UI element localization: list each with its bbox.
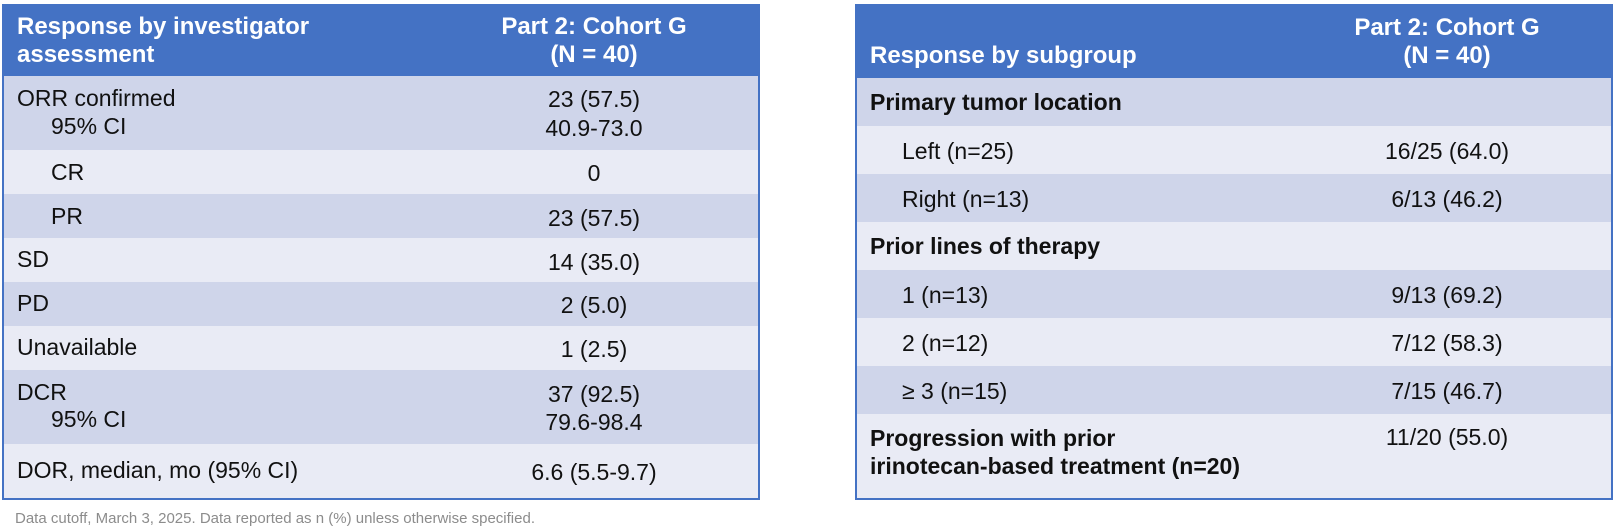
row-value: 7/12 (58.3) [1391, 330, 1503, 356]
row-label: DCR [17, 379, 67, 405]
table-row: Left (n=25) 16/25 (64.0) [857, 126, 1611, 174]
row-value: 2 (5.0) [560, 292, 628, 318]
row-value: 0 [587, 160, 601, 186]
footnote: Data cutoff, March 3, 2025. Data reporte… [15, 510, 535, 527]
subgroup-response-table: Response by subgroup Part 2: Cohort G (N… [855, 4, 1613, 500]
row-label: DOR, median, mo (95% CI) [17, 457, 299, 483]
table-row: PR 23 (57.5) [4, 194, 758, 238]
header-column-line2: (N = 40) [1403, 42, 1491, 69]
table-row: CR 0 [4, 150, 758, 194]
row-label: Right (n=13) [902, 186, 1030, 212]
table-row: DCR 95% CI 37 (92.5) 79.6-98.4 [4, 370, 758, 444]
group-heading-line2: irinotecan-based treatment (n=20) [870, 453, 1241, 479]
row-value: 16/25 (64.0) [1384, 138, 1510, 164]
row-sublabel: 95% CI [51, 113, 127, 139]
row-value: 1 (2.5) [560, 336, 628, 362]
table-row: 2 (n=12) 7/12 (58.3) [857, 318, 1611, 366]
row-label: Left (n=25) [902, 138, 1014, 164]
row-label: CR [51, 159, 85, 185]
header-column-line1: Part 2: Cohort G [501, 13, 687, 40]
row-label: ORR confirmed [17, 85, 176, 111]
row-value: 6/13 (46.2) [1391, 186, 1503, 212]
row-value: 23 (57.5) [547, 86, 641, 112]
group-heading: Prior lines of therapy [870, 233, 1101, 259]
table-row: Progression with prior irinotecan-based … [857, 414, 1611, 498]
header-column: Part 2: Cohort G (N = 40) [1282, 14, 1612, 70]
row-label: 2 (n=12) [902, 330, 989, 356]
group-heading-line1: Progression with prior [870, 425, 1116, 451]
row-value: 23 (57.5) [547, 205, 641, 231]
table-row: Right (n=13) 6/13 (46.2) [857, 174, 1611, 222]
table-row: DOR, median, mo (95% CI) 6.6 (5.5-9.7) [4, 444, 758, 498]
table-header: Response by investigator assessment Part… [4, 6, 758, 76]
table-row: ORR confirmed 95% CI 23 (57.5) 40.9-73.0 [4, 76, 758, 150]
header-label-line1: Response by investigator [17, 13, 310, 40]
header-column: Part 2: Cohort G (N = 40) [424, 13, 764, 69]
row-value: 7/15 (46.7) [1391, 378, 1503, 404]
row-label: 1 (n=13) [902, 282, 989, 308]
header-label: Response by subgroup [870, 42, 1137, 69]
header-label-line2: assessment [17, 41, 155, 68]
row-subvalue: 40.9-73.0 [545, 115, 643, 141]
table-row: Unavailable 1 (2.5) [4, 326, 758, 370]
group-heading: Primary tumor location [870, 89, 1122, 115]
table-row: Prior lines of therapy [857, 222, 1611, 270]
header-column-line2: (N = 40) [550, 41, 638, 68]
row-value: 6.6 (5.5-9.7) [531, 459, 657, 485]
row-label: SD [17, 246, 49, 272]
table-row: Primary tumor location [857, 78, 1611, 126]
row-value: 11/20 (55.0) [1385, 424, 1509, 450]
row-value: 14 (35.0) [547, 249, 641, 275]
row-label: PR [51, 203, 83, 229]
row-sublabel: 95% CI [51, 406, 127, 432]
table-header: Response by subgroup Part 2: Cohort G (N… [857, 6, 1611, 78]
table-row: PD 2 (5.0) [4, 282, 758, 326]
row-value: 37 (92.5) [547, 381, 641, 407]
header-label: Response by investigator assessment [17, 13, 309, 69]
row-label: Unavailable [17, 334, 138, 360]
row-subvalue: 79.6-98.4 [545, 409, 643, 435]
group-heading: Progression with prior irinotecan-based … [870, 424, 1240, 480]
row-label: ≥ 3 (n=15) [902, 378, 1008, 404]
header-column-line1: Part 2: Cohort G [1354, 14, 1540, 41]
table-row: SD 14 (35.0) [4, 238, 758, 282]
table-row: ≥ 3 (n=15) 7/15 (46.7) [857, 366, 1611, 414]
row-label: PD [17, 290, 49, 316]
table-row: 1 (n=13) 9/13 (69.2) [857, 270, 1611, 318]
investigator-response-table: Response by investigator assessment Part… [2, 4, 760, 500]
row-value: 9/13 (69.2) [1391, 282, 1503, 308]
